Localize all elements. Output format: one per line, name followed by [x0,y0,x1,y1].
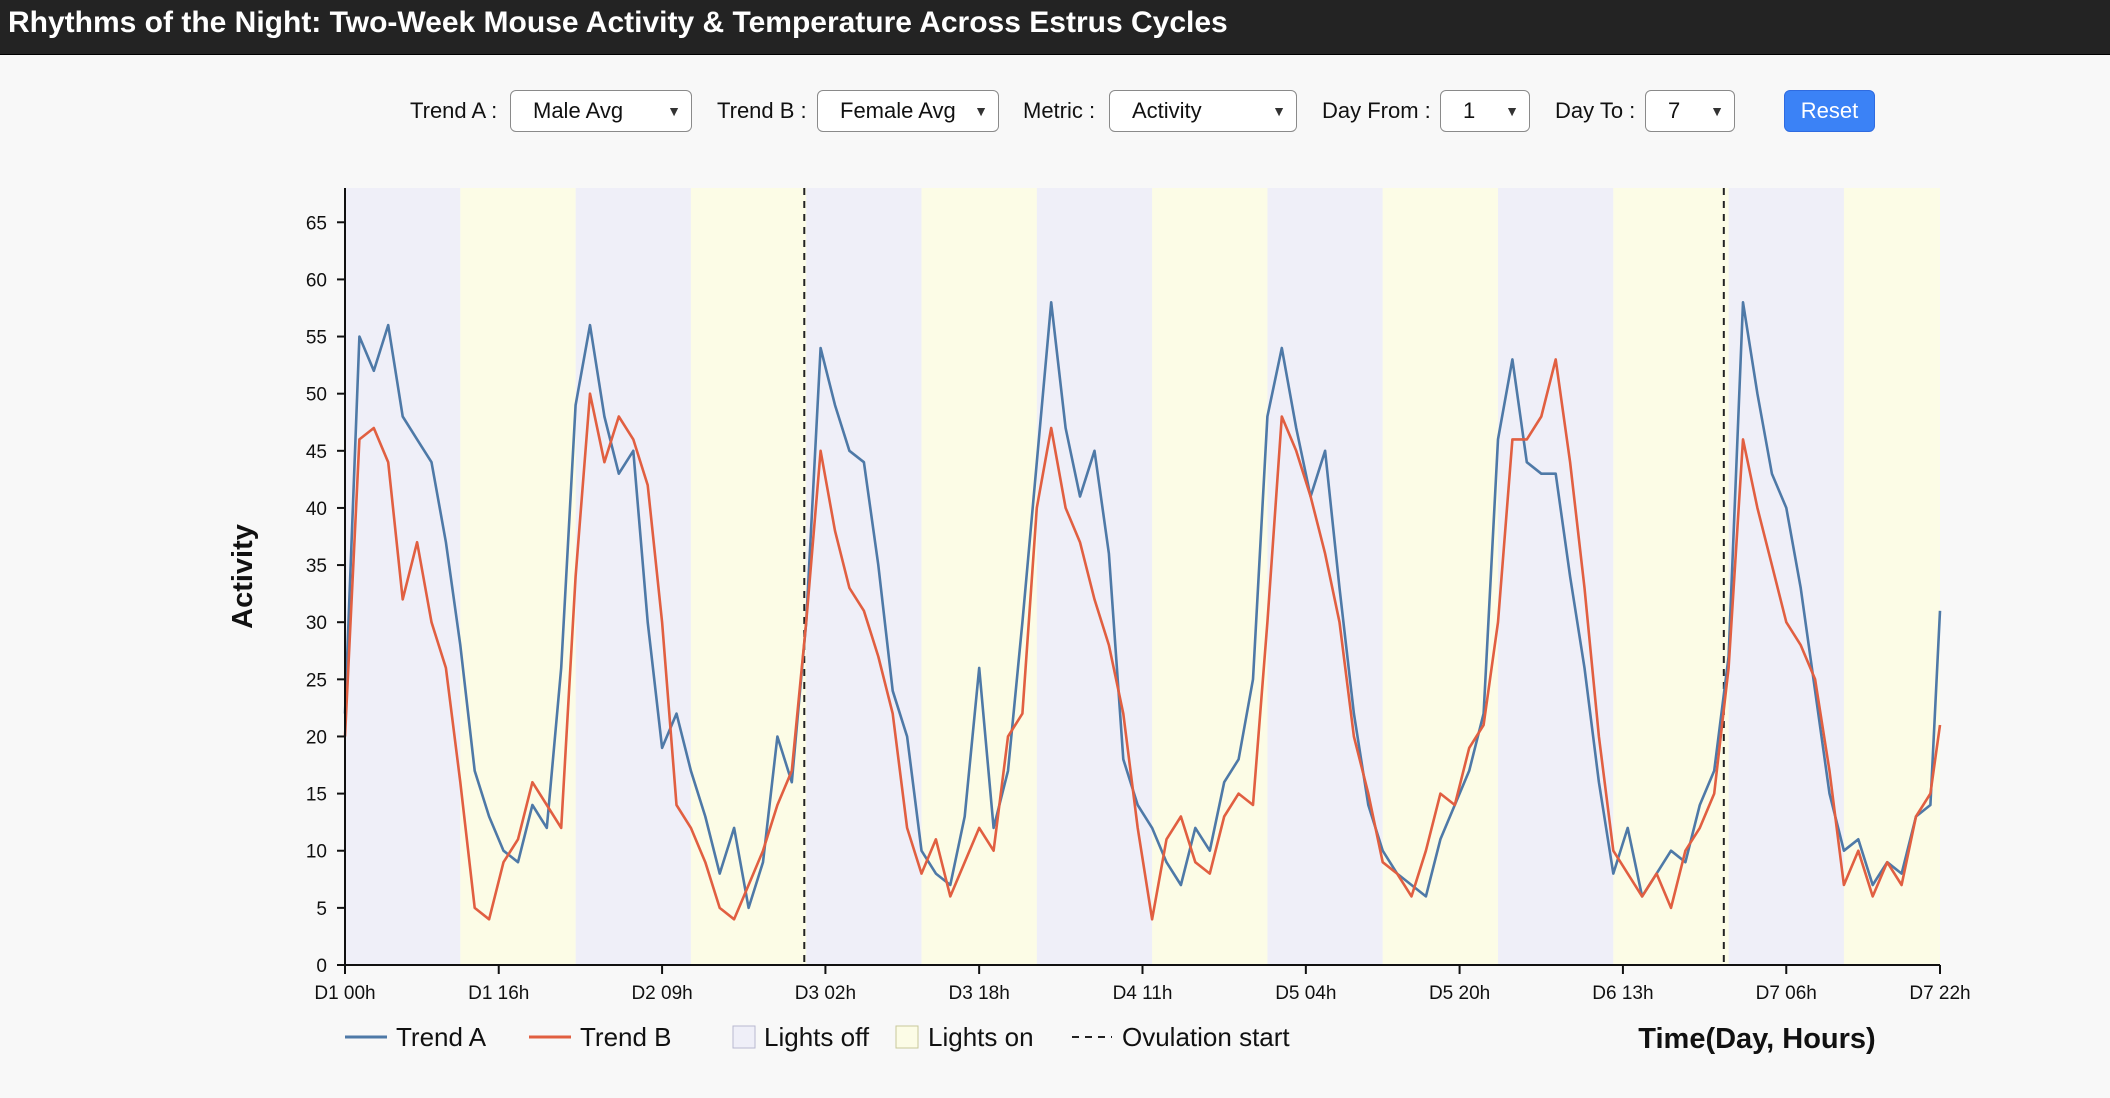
metric-value: Activity [1132,98,1202,123]
lights-on-band [921,188,1037,965]
lights-off-band [1267,188,1383,965]
y-tick-label: 35 [306,556,327,577]
legend-lights-on-swatch [895,1025,919,1049]
chevron-down-icon: ▼ [1710,103,1724,119]
y-tick-label: 0 [316,956,327,977]
legend-lights-off-label: Lights off [764,1022,870,1052]
metric-label: Metric : [1023,98,1096,123]
lights-off-band [1728,188,1844,965]
x-tick-label: D7 06h [1756,983,1817,1004]
y-tick-label: 50 [306,385,327,406]
lights-on-band [690,188,807,965]
x-tick-label: D1 00h [314,983,375,1004]
axes: 0 5 10 15 20 25 30 35 40 45 50 55 60 65 D1 00h D1 16h D2… [306,188,1971,1004]
y-tick-label: 10 [306,842,327,863]
x-tick-label: D1 16h [468,983,529,1004]
lights-off-band [1498,188,1614,965]
x-tick-label: D3 02h [795,983,856,1004]
trend-a-select[interactable]: Male Avg ▼ [510,90,692,132]
chevron-down-icon: ▼ [1505,103,1519,119]
lights-on-band [1613,188,1729,965]
legend-ovulation-label: Ovulation start [1122,1022,1290,1052]
y-tick-label: 60 [306,270,327,291]
day-to-value: 7 [1668,98,1681,123]
x-axis-title: Time(Day, Hours) [1638,1023,1875,1055]
y-tick-label: 5 [316,899,327,920]
chevron-down-icon: ▼ [1272,103,1286,119]
reset-button[interactable]: Reset [1784,90,1875,132]
y-tick-label: 55 [306,328,327,349]
chevron-down-icon: ▼ [974,103,988,119]
day-from-label: Day From : [1322,98,1431,123]
metric-select[interactable]: Activity ▼ [1109,90,1297,132]
series-lines [343,300,1942,921]
legend-trend-b-label: Trend B [580,1022,672,1052]
chevron-down-icon: ▼ [667,103,681,119]
legend-lights-off-swatch [732,1025,756,1049]
y-tick-label: 40 [306,499,327,520]
trend-a-line [343,300,1942,910]
y-tick-label: 15 [306,785,327,806]
trend-a-label: Trend A : [410,98,498,123]
lights-off-band [1036,188,1153,965]
legend-trend-a-label: Trend A [396,1022,487,1052]
x-tick-label: D2 09h [631,983,692,1004]
lights-off-band [575,188,691,965]
lights-on-band [460,188,576,965]
lights-off-band [345,188,461,965]
lights-on-band [1382,188,1499,965]
light-bands [345,188,1940,965]
day-from-select[interactable]: 1 ▼ [1440,90,1530,132]
legend-lights-on-label: Lights on [928,1022,1034,1052]
day-to-label: Day To : [1555,98,1636,123]
trend-a-value: Male Avg [533,98,624,123]
y-tick-label: 65 [306,213,327,234]
lights-on-band [1152,188,1268,965]
trend-b-value: Female Avg [840,98,956,123]
lights-off-band [806,188,922,965]
day-from-value: 1 [1463,98,1476,123]
x-tick-label: D5 04h [1275,983,1336,1004]
trend-b-label: Trend B : [717,98,807,123]
legend: Trend A Trend B Lights off Lights on Ovulati… [345,1022,1290,1052]
controls-bar: Trend A : Male Avg ▼ Trend B : Female Av… [0,90,2110,132]
x-tick-label: D4 11h [1113,983,1173,1004]
trend-b-select[interactable]: Female Avg ▼ [817,90,999,132]
x-tick-label: D7 22h [1909,983,1970,1004]
y-tick-label: 20 [306,727,327,748]
y-tick-label: 25 [306,670,327,691]
day-to-select[interactable]: 7 ▼ [1645,90,1735,132]
x-tick-label: D6 13h [1592,983,1653,1004]
y-tick-label: 45 [306,442,327,463]
y-tick-label: 30 [306,613,327,634]
x-tick-label: D5 20h [1429,983,1490,1004]
title-bar: Rhythms of the Night: Two-Week Mouse Act… [0,0,2110,55]
x-tick-label: D3 18h [949,983,1010,1004]
y-axis-title: Activity [227,524,259,629]
page-title: Rhythms of the Night: Two-Week Mouse Act… [8,6,1228,39]
trend-b-line [343,358,1942,921]
lights-on-band [1843,188,1940,965]
